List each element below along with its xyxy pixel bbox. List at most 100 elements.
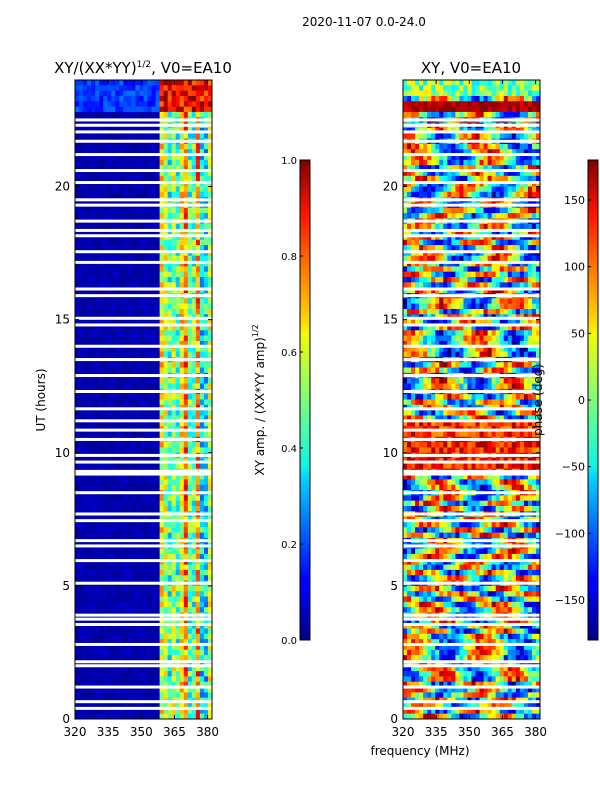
phase-cell: [447, 175, 452, 182]
amplitude-cell: [111, 159, 116, 166]
amplitude-cell: [179, 111, 185, 118]
amplitude-cell: [87, 133, 92, 140]
amplitude-cell: [79, 564, 84, 571]
amplitude-cell: [147, 170, 153, 177]
amplitude-cell: [159, 655, 165, 662]
phase-cell: [535, 181, 540, 188]
amplitude-cell: [119, 303, 124, 310]
amplitude-cell: [111, 207, 116, 214]
amplitude-cell: [163, 175, 169, 182]
amplitude-cell: [83, 442, 88, 449]
amplitude-cell: [167, 633, 173, 640]
amplitude-cell: [179, 506, 185, 512]
amplitude-cell: [131, 111, 137, 118]
y-axis-label: UT (hours): [34, 368, 48, 431]
phase-cell: [531, 170, 537, 177]
amplitude-cell: [195, 713, 201, 719]
amplitude-cell: [139, 532, 145, 539]
phase-cell: [467, 111, 473, 118]
amplitude-cell: [167, 660, 173, 667]
amplitude-cell: [151, 687, 157, 693]
phase-cell: [435, 165, 440, 172]
phase-cell: [495, 101, 501, 108]
amplitude-cell: [139, 266, 145, 273]
amplitude-cell: [91, 287, 96, 294]
amplitude-cell: [87, 90, 92, 97]
amplitude-cell: [99, 591, 104, 598]
amplitude-cell: [111, 255, 116, 262]
amplitude-cell: [91, 575, 96, 582]
amplitude-cell: [127, 676, 133, 683]
amplitude-cell: [131, 655, 137, 662]
amplitude-cell: [95, 442, 100, 449]
phase-cell: [471, 170, 477, 177]
amplitude-cell: [91, 85, 96, 92]
amplitude-cell: [199, 159, 205, 166]
amplitude-cell: [147, 181, 153, 188]
amplitude-cell: [151, 308, 157, 315]
amplitude-cell: [91, 399, 96, 406]
amplitude-x-tick-label: 350: [130, 725, 153, 739]
amplitude-cell: [107, 287, 112, 294]
phase-cell: [519, 181, 525, 188]
amplitude-cell: [139, 255, 145, 262]
amplitude-cell: [203, 106, 209, 113]
amplitude-cell: [135, 708, 141, 715]
amplitude-cell: [191, 607, 197, 614]
amplitude-cell: [127, 154, 133, 161]
amplitude-cell: [167, 367, 173, 374]
phase-cell: [419, 154, 424, 161]
amplitude-cell: [203, 101, 209, 108]
amplitude-cell: [167, 229, 173, 236]
amplitude-cell: [139, 596, 145, 603]
amplitude-cell: [203, 676, 209, 683]
amplitude-cell: [79, 90, 84, 97]
phase-cell: [403, 186, 408, 193]
amplitude-cell: [95, 133, 100, 140]
amplitude-cell: [75, 601, 80, 608]
amplitude-cell: [79, 170, 84, 177]
amplitude-cell: [207, 95, 212, 102]
amplitude-cell: [107, 335, 112, 342]
amplitude-cell: [175, 319, 181, 326]
phase-cell: [455, 80, 461, 86]
amplitude-cell: [127, 596, 133, 603]
amplitude-cell: [195, 617, 201, 624]
amplitude-cell: [123, 553, 128, 560]
amplitude-cell: [123, 170, 128, 177]
amplitude-cell: [127, 298, 133, 305]
phase-cell: [499, 95, 505, 102]
phase-cell: [531, 85, 537, 92]
amplitude-cell: [203, 644, 209, 651]
phase-cell: [467, 101, 473, 108]
amplitude-cell: [127, 506, 133, 512]
amplitude-cell: [183, 484, 189, 491]
amplitude-cell: [191, 303, 197, 310]
amplitude-cell: [131, 591, 137, 598]
amplitude-cell: [159, 181, 165, 188]
amplitude-cell: [199, 165, 205, 172]
amplitude-cell: [99, 442, 104, 449]
amplitude-cell: [207, 420, 212, 427]
amplitude-cell: [131, 80, 137, 86]
amplitude-cell: [183, 111, 189, 118]
amplitude-cell: [171, 548, 177, 555]
amplitude-cell: [139, 681, 145, 688]
amplitude-cell: [143, 649, 149, 656]
amplitude-cell: [139, 479, 145, 486]
amplitude-cell: [199, 633, 205, 640]
amplitude-cell: [179, 591, 185, 598]
amplitude-cell: [187, 639, 193, 646]
amplitude-cell: [75, 431, 80, 438]
amplitude-cell: [107, 495, 112, 502]
phase-cell: [463, 175, 469, 182]
phase-cell: [491, 106, 497, 113]
amplitude-cell: [123, 607, 128, 614]
amplitude-cell: [151, 713, 157, 719]
phase-cell: [415, 85, 420, 92]
amplitude-cell: [83, 159, 88, 166]
amplitude-cell: [91, 665, 96, 672]
amplitude-cell: [151, 335, 157, 342]
phase-cell: [511, 106, 517, 113]
amplitude-cell: [119, 378, 124, 385]
